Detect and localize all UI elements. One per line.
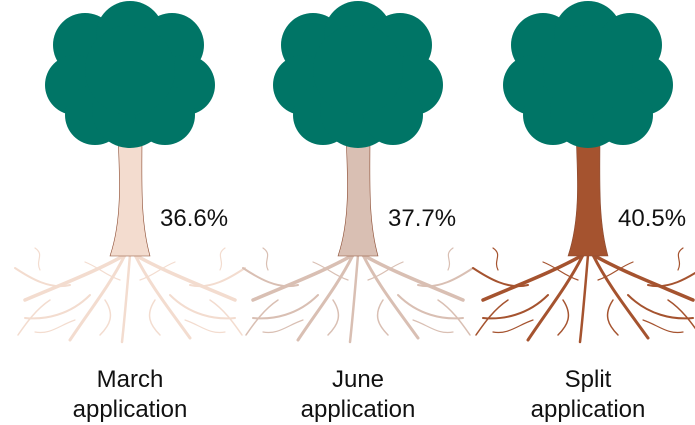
root bbox=[398, 295, 463, 318]
percentage-label: 37.7% bbox=[388, 205, 456, 233]
root bbox=[263, 320, 303, 333]
root bbox=[350, 255, 358, 342]
root bbox=[580, 255, 588, 342]
tree bbox=[473, 1, 695, 342]
root bbox=[483, 295, 548, 318]
root bbox=[328, 300, 338, 335]
root bbox=[185, 320, 225, 333]
root bbox=[170, 295, 235, 318]
percentage-label: 40.5% bbox=[618, 205, 686, 233]
trunk bbox=[568, 135, 608, 256]
root bbox=[378, 300, 388, 335]
canopy bbox=[503, 1, 673, 148]
tree bbox=[243, 1, 473, 342]
root bbox=[608, 300, 618, 335]
canopy-lobe bbox=[313, 25, 403, 115]
root bbox=[263, 248, 268, 270]
root bbox=[253, 295, 318, 318]
root bbox=[100, 300, 110, 335]
root bbox=[25, 295, 90, 318]
root bbox=[493, 320, 533, 333]
canopy-lobe bbox=[85, 25, 175, 115]
root bbox=[628, 295, 693, 318]
root bbox=[122, 255, 130, 342]
root bbox=[150, 300, 160, 335]
tree bbox=[15, 1, 245, 342]
root bbox=[35, 248, 40, 270]
tree-label: Split application bbox=[513, 365, 663, 425]
canopy-lobe bbox=[543, 25, 633, 115]
root bbox=[493, 248, 498, 270]
trunk bbox=[110, 135, 150, 256]
root bbox=[448, 248, 453, 270]
trunk bbox=[338, 135, 378, 256]
trees-svg bbox=[0, 0, 695, 422]
root bbox=[413, 320, 453, 333]
percentage-label: 36.6% bbox=[160, 205, 228, 233]
canopy bbox=[273, 1, 443, 148]
canopy bbox=[45, 1, 215, 148]
tree-label: March application bbox=[55, 365, 205, 425]
root bbox=[678, 248, 683, 270]
tree-label: June application bbox=[283, 365, 433, 425]
root bbox=[558, 300, 568, 335]
root bbox=[643, 320, 683, 333]
infographic: 36.6% March application 37.7% June applicat… bbox=[0, 0, 695, 422]
root bbox=[35, 320, 75, 333]
root bbox=[220, 248, 225, 270]
